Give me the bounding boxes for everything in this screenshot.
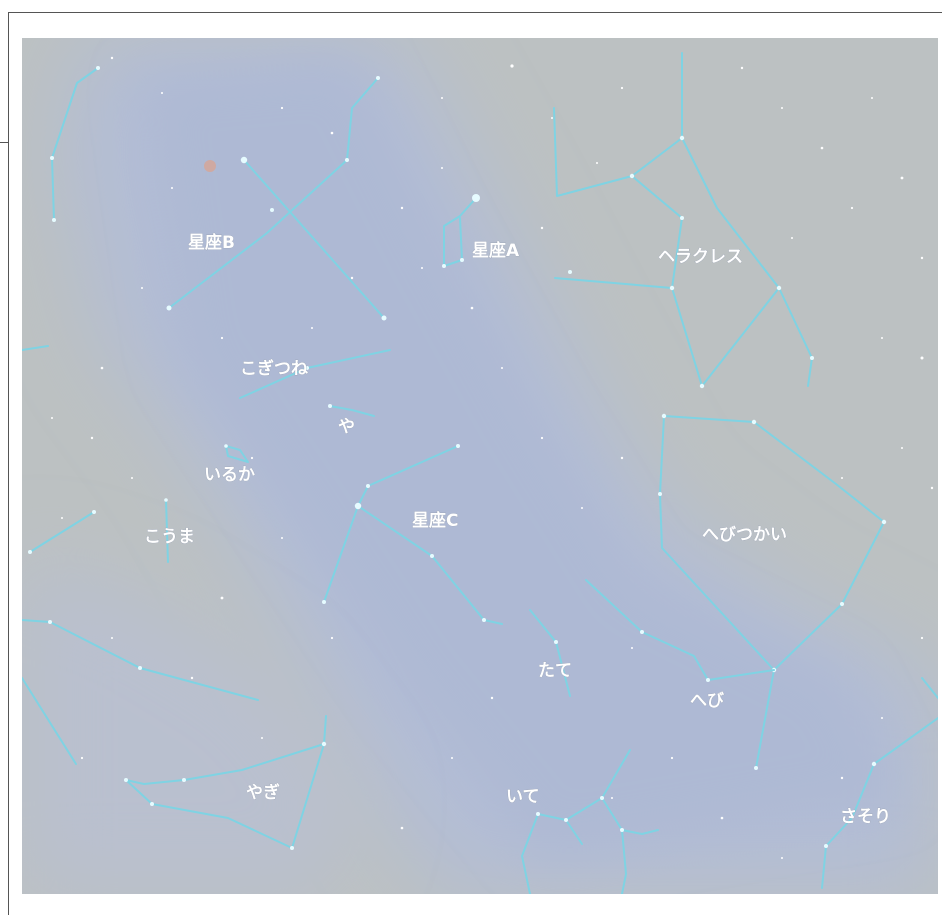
label-constellation-b: 星座B <box>188 232 235 253</box>
constellation-equuleus-lines <box>164 498 169 563</box>
label-serpens: へび <box>690 691 724 711</box>
label-hercules: ヘラクレス <box>658 247 743 267</box>
label-constellation-c: 星座C <box>412 510 458 531</box>
constellation-labels: 星座B 星座A ヘラクレス こぎつね や いるか こうま 星座C へびつかい た… <box>144 232 892 828</box>
red-nebula <box>204 160 216 172</box>
frame-left-border <box>8 12 9 915</box>
constellation-b-lines <box>166 76 387 321</box>
constellation-vulpecula-lines <box>239 349 391 399</box>
constellation-capricornus-lines <box>124 715 327 850</box>
star-map: 星座B 星座A ヘラクレス こぎつね や いるか こうま 星座C へびつかい た… <box>22 38 938 894</box>
edge-constellation-left <box>22 345 49 351</box>
constellation-c-lines <box>322 444 503 625</box>
star-map-canvas: 星座B 星座A ヘラクレス こぎつね や いるか こうま 星座C へびつかい た… <box>22 38 938 894</box>
edge-constellation-bottom-left <box>22 619 259 765</box>
edge-constellation-left-mid <box>28 510 96 554</box>
label-constellation-a: 星座A <box>472 240 520 261</box>
edge-constellation-top-left <box>50 66 100 222</box>
frame-top-border <box>8 12 942 13</box>
label-capricornus: やぎ <box>246 782 280 803</box>
constellation-serpens-lines <box>585 579 775 682</box>
constellation-sagittarius-lines <box>521 749 659 894</box>
label-delphinus: いるか <box>204 465 255 485</box>
label-vulpecula: こぎつね <box>240 358 308 379</box>
label-ophiuchus: へびつかい <box>702 525 787 545</box>
label-sagittarius: いて <box>506 787 540 807</box>
label-scorpius: さそり <box>840 807 891 827</box>
constellation-hercules-lines <box>553 52 814 389</box>
label-sagitta: や <box>338 417 355 437</box>
label-equuleus: こうま <box>144 527 195 547</box>
label-scutum: たて <box>538 661 572 681</box>
constellation-ophiuchus-lines <box>658 413 887 770</box>
frame-tick-mark <box>0 142 8 143</box>
constellation-scutum-lines <box>529 609 571 697</box>
constellation-a-lines <box>442 194 480 268</box>
constellation-sagitta-lines <box>328 404 375 417</box>
constellation-scorpius-lines <box>821 677 938 889</box>
constellation-delphinus-lines <box>224 444 249 463</box>
